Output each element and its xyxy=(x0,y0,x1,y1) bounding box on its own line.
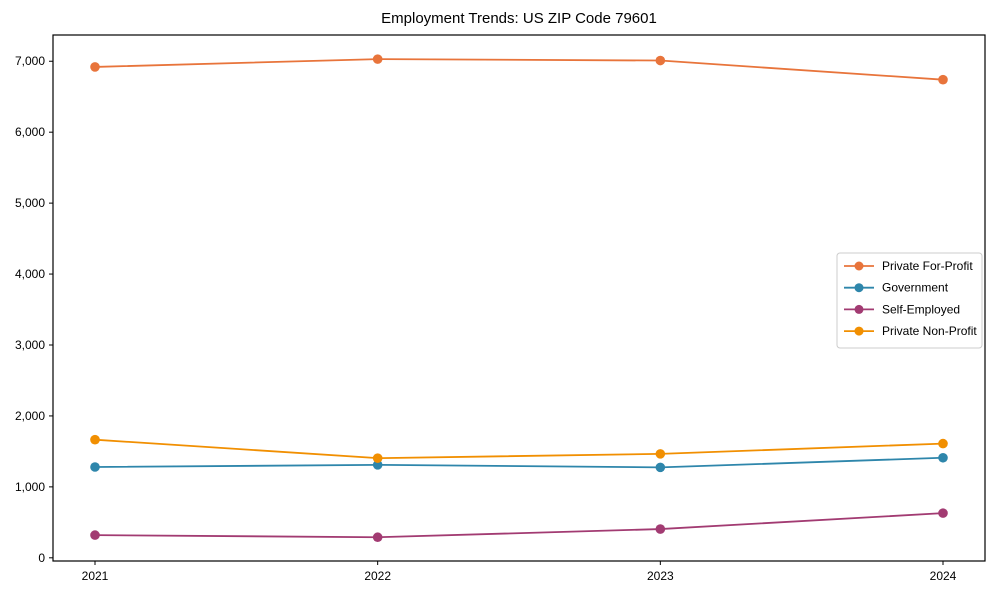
data-point-private-non-profit-2022 xyxy=(372,453,383,463)
x-axis-tick-label: 2024 xyxy=(930,569,957,583)
data-point-private-for-profit-2022 xyxy=(372,54,383,64)
y-axis-tick-label: 2,000 xyxy=(15,409,45,423)
data-point-private-non-profit-2024 xyxy=(938,438,948,449)
y-axis-tick-label: 5,000 xyxy=(15,196,45,210)
x-axis-tick-label: 2023 xyxy=(647,569,674,583)
legend-label-private-non-profit: Private Non-Profit xyxy=(882,324,977,338)
plot-border xyxy=(52,34,986,562)
y-axis-tick-label: 0 xyxy=(38,551,45,565)
x-axis-tick-label: 2022 xyxy=(364,569,391,583)
y-axis-tick-label: 6,000 xyxy=(15,125,45,139)
x-axis-tick-label: 2021 xyxy=(82,569,109,583)
data-point-self-employed-2021 xyxy=(90,530,100,540)
data-point-self-employed-2023 xyxy=(655,524,666,534)
data-point-government-2021 xyxy=(90,462,100,472)
data-point-private-for-profit-2024 xyxy=(938,74,948,85)
series-line-private-for-profit xyxy=(94,58,944,81)
data-point-private-non-profit-2023 xyxy=(655,449,666,459)
data-point-private-non-profit-2021 xyxy=(90,434,100,445)
legend-label-self-employed: Self-Employed xyxy=(882,302,960,316)
y-axis-tick-label: 1,000 xyxy=(15,480,45,494)
y-axis-tick-label: 7,000 xyxy=(15,54,45,68)
legend-label-government: Government xyxy=(882,281,949,295)
legend-box xyxy=(836,252,983,349)
series-line-government xyxy=(94,456,944,469)
chart-title: Employment Trends: US ZIP Code 79601 xyxy=(381,10,657,27)
data-point-self-employed-2022 xyxy=(372,532,383,543)
y-axis-tick-label: 3,000 xyxy=(15,338,45,352)
series-line-private-non-profit xyxy=(94,438,944,460)
legend-swatch-marker-government xyxy=(854,283,864,293)
data-point-self-employed-2024 xyxy=(938,508,948,518)
legend-label-private-for-profit: Private For-Profit xyxy=(882,259,973,273)
legend-swatch-marker-private-for-profit xyxy=(854,261,864,271)
data-point-government-2022 xyxy=(372,460,383,470)
series-line-self-employed xyxy=(94,512,944,539)
data-point-private-for-profit-2023 xyxy=(655,55,666,66)
legend-swatch-marker-self-employed xyxy=(854,304,864,314)
data-point-government-2024 xyxy=(938,452,948,463)
legend-swatch-marker-private-non-profit xyxy=(854,326,864,336)
data-point-private-for-profit-2021 xyxy=(90,62,100,72)
data-point-government-2023 xyxy=(655,462,666,473)
y-axis-tick-label: 4,000 xyxy=(15,267,45,281)
